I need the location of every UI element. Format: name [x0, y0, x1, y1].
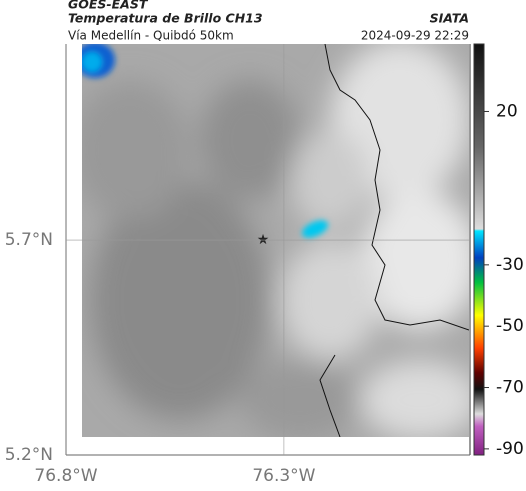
colorbar-tick-label: 20 [496, 101, 518, 121]
satellite-image [82, 44, 469, 437]
datetime: 2024-09-29 22:29 [361, 29, 469, 43]
colorbar-tick-label: -70 [496, 378, 524, 398]
colorbar-tick-label: -30 [496, 255, 524, 275]
colorbar-tick-label: -90 [496, 439, 524, 459]
x-tick-label: 76.8°W [34, 466, 97, 486]
source: GOES-EAST [68, 0, 149, 12]
x-tick-label: 76.3°W [252, 466, 315, 486]
colorbar [473, 43, 485, 456]
y-tick-label: 5.7°N [5, 230, 53, 250]
y-tick-label: 5.2°N [5, 445, 53, 465]
organization: SIATA [430, 11, 469, 26]
route: Vía Medellín - Quibdó 50km [68, 29, 234, 43]
product: Temperatura de Brillo CH13 [68, 11, 263, 26]
colorbar-tick-label: -50 [496, 316, 524, 336]
